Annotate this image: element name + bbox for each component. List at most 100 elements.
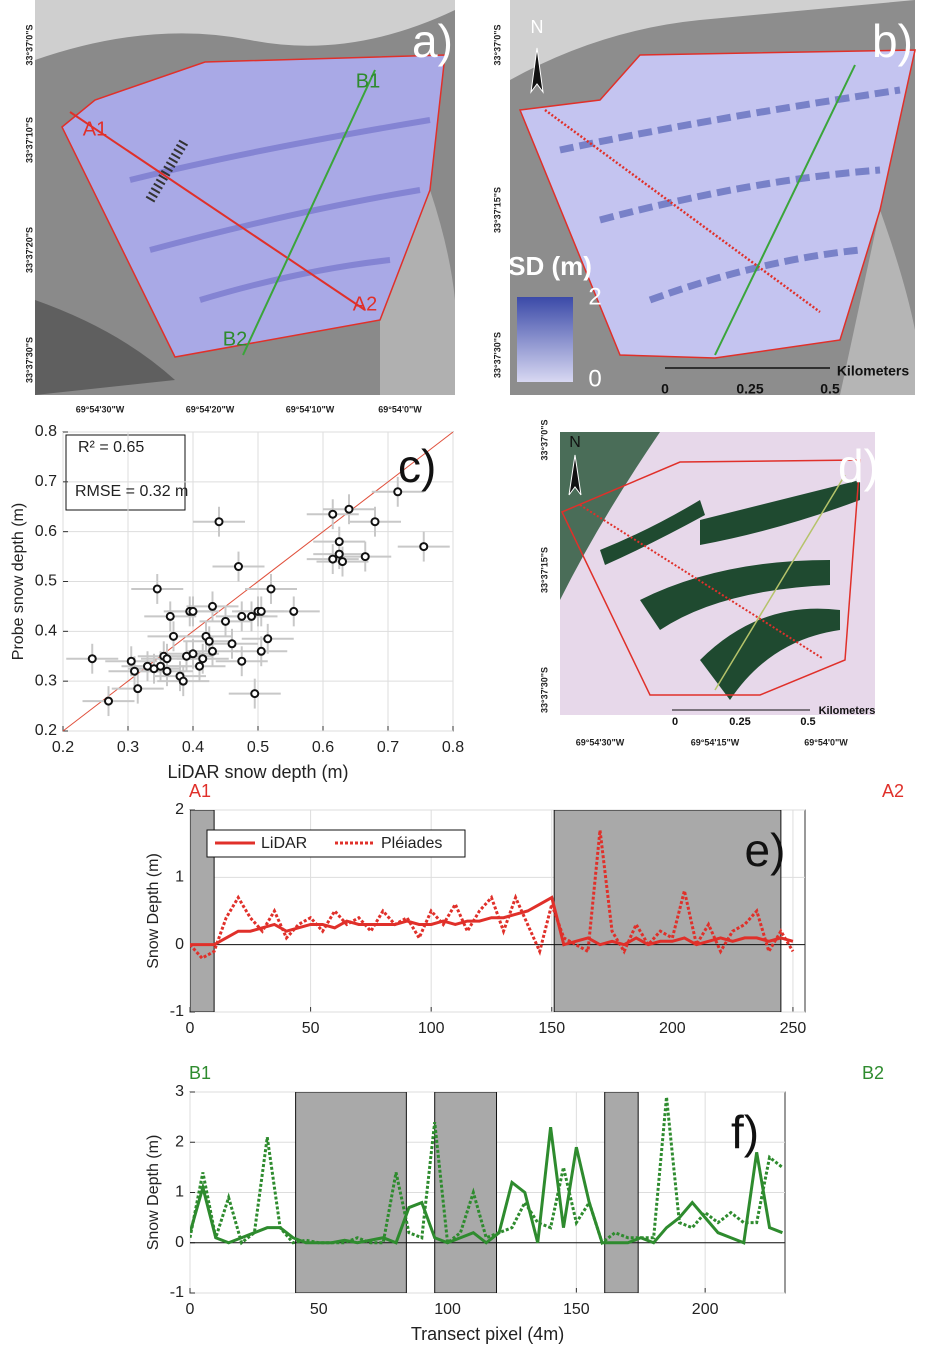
point bbox=[169, 631, 178, 641]
lat-label: 33°37'30"S bbox=[24, 337, 34, 383]
point bbox=[328, 509, 338, 519]
x-tick-label: 0 bbox=[186, 1301, 195, 1318]
y-tick-label: 0.7 bbox=[35, 473, 57, 490]
point bbox=[104, 696, 113, 706]
y-tick-label: 0.2 bbox=[35, 722, 57, 739]
legend-label: LiDAR bbox=[261, 835, 307, 852]
lon-label: 69°54'30"W bbox=[76, 404, 125, 414]
plot-area bbox=[190, 810, 805, 1012]
map-b bbox=[510, 0, 916, 395]
point bbox=[266, 584, 276, 594]
point bbox=[237, 656, 247, 666]
legend-min: 0 bbox=[588, 365, 601, 392]
panel-label: d) bbox=[838, 440, 879, 492]
masked-region bbox=[295, 1092, 407, 1293]
lat-label: 33°37'30"S bbox=[539, 667, 549, 713]
y-tick-label: 2 bbox=[175, 801, 184, 818]
point bbox=[165, 611, 175, 621]
lat-label: 33°37'10"S bbox=[24, 117, 34, 163]
transect-label: A1 bbox=[83, 118, 107, 140]
point bbox=[344, 504, 354, 514]
legend-label: Pléiades bbox=[381, 835, 442, 852]
lon-label: 69°54'0"W bbox=[804, 737, 848, 747]
point bbox=[338, 557, 347, 567]
x-tick-label: 100 bbox=[434, 1301, 461, 1318]
point bbox=[204, 636, 214, 646]
point bbox=[234, 562, 243, 572]
annotation: RMSE = 0.32 m bbox=[75, 483, 188, 500]
series-line bbox=[190, 895, 794, 947]
x-tick-label: 0 bbox=[186, 1020, 195, 1037]
lon-label: 69°54'30"W bbox=[576, 737, 625, 747]
x-tick-label: 0.7 bbox=[377, 739, 399, 756]
x-tick-label: 0.8 bbox=[442, 739, 464, 756]
map-d bbox=[560, 432, 875, 715]
scale-label: 0.5 bbox=[800, 716, 815, 728]
x-axis-label: Transect pixel (4m) bbox=[411, 1324, 564, 1344]
point bbox=[250, 689, 260, 699]
lat-label: 33°37'15"S bbox=[539, 547, 549, 593]
series-line bbox=[190, 830, 795, 961]
point bbox=[256, 606, 266, 616]
y-tick-label: 0.5 bbox=[35, 573, 57, 590]
point bbox=[178, 676, 188, 686]
point bbox=[162, 666, 172, 676]
point bbox=[256, 646, 266, 656]
scale-label: 0 bbox=[661, 381, 669, 397]
masked-region bbox=[434, 1092, 498, 1293]
plot-area bbox=[190, 1092, 785, 1293]
x-tick-label: 0.6 bbox=[312, 739, 334, 756]
point bbox=[126, 656, 136, 666]
point bbox=[334, 537, 344, 547]
scale-label: 0 bbox=[672, 716, 678, 728]
x-tick-label: 200 bbox=[692, 1301, 719, 1318]
x-tick-label: 0.5 bbox=[247, 739, 269, 756]
y-tick-label: 1 bbox=[175, 869, 184, 886]
scale-label: 0.25 bbox=[736, 381, 763, 397]
point bbox=[419, 542, 429, 552]
panel-label: c) bbox=[398, 440, 436, 492]
y-tick-label: 0 bbox=[175, 936, 184, 953]
point bbox=[221, 616, 230, 626]
lon-label: 69°54'10"W bbox=[286, 404, 335, 414]
masked-region bbox=[604, 1092, 639, 1293]
y-tick-label: 0.3 bbox=[35, 672, 57, 689]
transect-label: B2 bbox=[223, 328, 247, 350]
point bbox=[237, 611, 247, 621]
lat-label: 33°37'0"S bbox=[492, 24, 502, 65]
x-tick-label: 150 bbox=[563, 1301, 590, 1318]
point bbox=[195, 661, 204, 671]
lat-label: 33°37'30"S bbox=[492, 332, 502, 378]
scale-unit: Kilometers bbox=[819, 705, 876, 717]
annotation: R² = 0.65 bbox=[78, 439, 144, 456]
lat-label: 33°37'0"S bbox=[539, 419, 549, 460]
x-tick-label: 50 bbox=[310, 1301, 328, 1318]
point bbox=[130, 666, 139, 676]
series-line bbox=[190, 1096, 784, 1246]
x-tick-label: 0.4 bbox=[182, 739, 204, 756]
point bbox=[188, 606, 198, 616]
point bbox=[328, 554, 338, 564]
lon-label: 69°54'0"W bbox=[378, 404, 422, 414]
transect-label: A2 bbox=[353, 293, 377, 315]
map-a bbox=[35, 0, 455, 395]
stats-box bbox=[65, 434, 186, 511]
x-tick-label: 100 bbox=[418, 1020, 445, 1037]
y-tick-label: 0.6 bbox=[35, 523, 57, 540]
legend-title: SD (m) bbox=[508, 251, 592, 281]
y-tick-label: 0 bbox=[175, 1234, 184, 1251]
scale-label: 0.25 bbox=[729, 716, 750, 728]
point bbox=[198, 654, 208, 664]
lon-label: 69°54'15"W bbox=[691, 737, 740, 747]
point bbox=[247, 611, 256, 621]
point bbox=[152, 584, 162, 594]
y-tick-label: 1 bbox=[175, 1184, 184, 1201]
panel-label: f) bbox=[731, 1106, 759, 1158]
y-tick-label: 2 bbox=[175, 1133, 184, 1150]
point bbox=[360, 552, 370, 562]
panel-label: a) bbox=[412, 15, 453, 67]
point bbox=[393, 487, 403, 497]
point bbox=[289, 606, 299, 616]
lat-label: 33°37'15"S bbox=[492, 187, 502, 233]
transect-start: B1 bbox=[189, 1063, 211, 1083]
